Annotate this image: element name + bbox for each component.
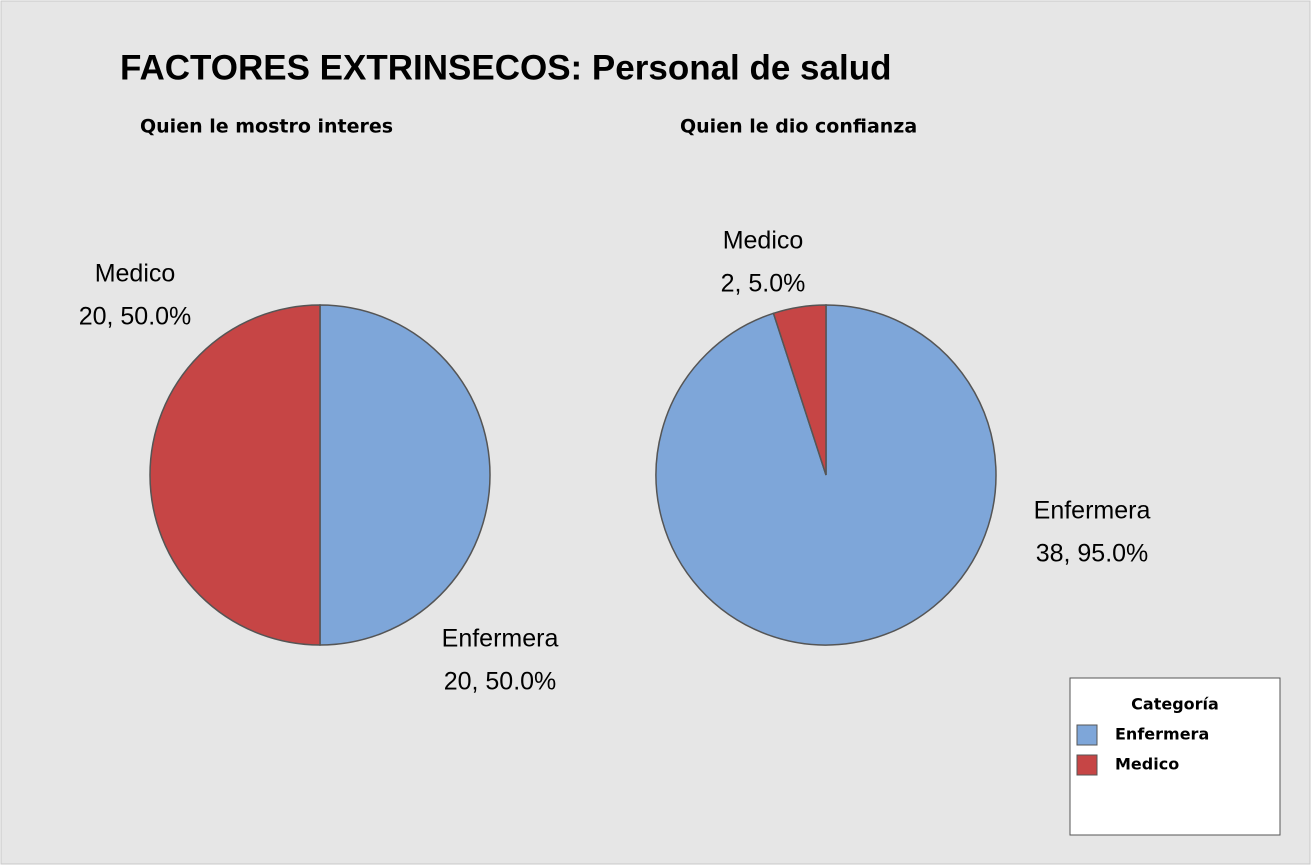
legend-title: Categoría (1131, 695, 1219, 714)
chart-title: FACTORES EXTRINSECOS: Personal de salud (120, 48, 891, 87)
pie-slice (655, 304, 997, 646)
legend-swatch (1076, 724, 1098, 746)
slice-value-label: 20, 50.0% (79, 303, 192, 331)
slice-category: Enfermera (1034, 497, 1151, 525)
pie-slice (319, 304, 491, 646)
pie-title: Quien le dio confianza (680, 116, 917, 138)
slice-category: Enfermera (442, 625, 559, 653)
legend-box (1069, 677, 1281, 836)
pie-slice (149, 304, 321, 646)
legend-entry: Medico (1115, 755, 1179, 774)
pie-slice (772, 304, 827, 476)
slice-value-label: 38, 95.0% (1036, 540, 1149, 568)
slice-value-label: 20, 50.0% (444, 668, 557, 696)
legend-swatch (1076, 754, 1098, 776)
legend-entry: Enfermera (1115, 725, 1209, 744)
pie-title: Quien le mostro interes (140, 116, 393, 138)
slice-value-label: 2, 5.0% (721, 270, 806, 298)
slice-category: Medico (95, 260, 176, 288)
slice-category: Medico (723, 227, 804, 255)
